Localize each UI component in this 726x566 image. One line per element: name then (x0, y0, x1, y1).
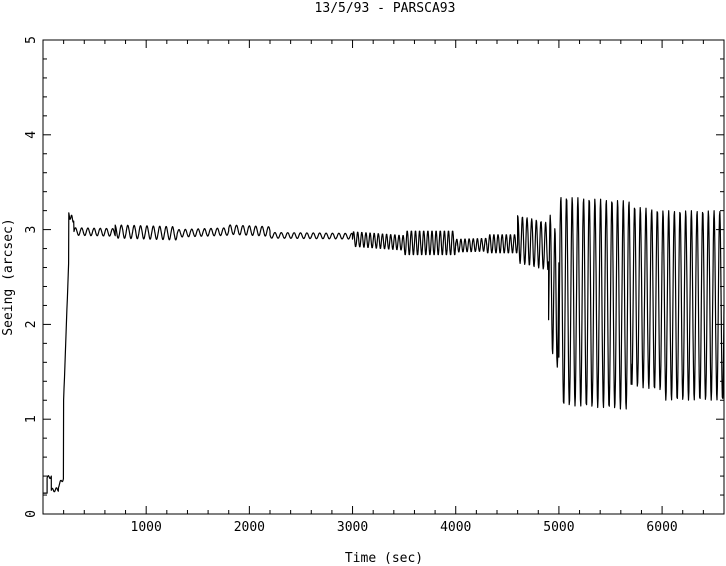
y-tick-label: 3 (24, 226, 39, 234)
x-axis-label: Time (sec) (345, 551, 423, 566)
x-tick-label: 2000 (234, 520, 265, 535)
y-axis-label: Seeing (arcsec) (1, 218, 16, 335)
x-tick-label: 6000 (646, 520, 677, 535)
seeing-series-line (42, 197, 725, 494)
x-tick-label: 4000 (440, 520, 471, 535)
y-tick-label: 2 (24, 320, 39, 328)
y-tick-label: 4 (24, 131, 39, 139)
y-tick-label: 5 (24, 36, 39, 44)
y-axis: 0 1 2 3 4 5 (24, 36, 724, 518)
y-tick-label: 0 (24, 510, 39, 518)
x-tick-label: 3000 (337, 520, 368, 535)
x-axis: 1000 2000 3000 4000 5000 6000 (42, 40, 725, 535)
chart-title: 13/5/93 - PARSCA93 (315, 1, 456, 16)
x-tick-label: 1000 (131, 520, 162, 535)
x-tick-label: 5000 (543, 520, 574, 535)
plot-frame (42, 39, 725, 515)
y-tick-label: 1 (24, 415, 39, 423)
